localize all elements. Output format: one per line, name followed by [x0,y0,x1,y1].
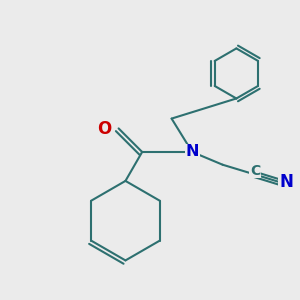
Text: N: N [185,145,199,160]
Text: N: N [279,173,293,191]
Text: O: O [97,120,111,138]
Text: C: C [250,164,260,178]
